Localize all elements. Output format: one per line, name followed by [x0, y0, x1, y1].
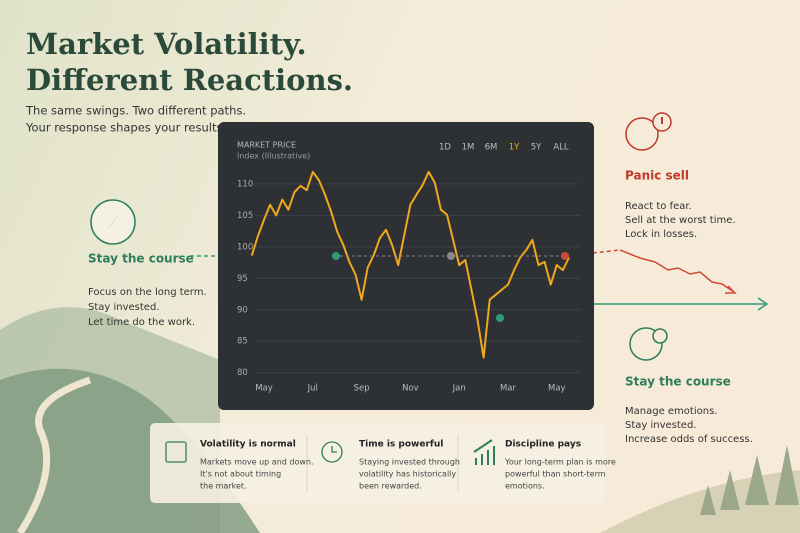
x-tick-label: Sep — [354, 384, 370, 394]
head-icon — [629, 327, 663, 361]
marker-dot — [332, 252, 340, 260]
arrow-head — [757, 297, 769, 311]
arrow-head — [725, 285, 737, 294]
card-text: emotions. — [505, 482, 545, 491]
title: Market Volatility. — [26, 27, 307, 61]
card-text: the market. — [200, 482, 247, 491]
range-button[interactable]: ALL — [553, 143, 569, 153]
card-text: Markets move up and down. — [200, 458, 314, 467]
chart-card — [218, 122, 594, 410]
plot: 1D 1M 6M 1Y 5Y ALL 80 85 90 95 100 105 110 May Jul Sep N… — [237, 143, 580, 394]
y-tick-label: 110 — [237, 179, 253, 189]
callout-text: Stay invested. — [625, 420, 697, 431]
card-text: It's not about timing — [200, 470, 281, 479]
y-tick-label: 95 — [237, 274, 248, 284]
head-icon — [625, 117, 659, 151]
x-tick-label: May — [548, 384, 566, 394]
chart-subtitle: Index (Illustrative) — [237, 152, 310, 161]
compass-needle — [106, 213, 120, 231]
clock-icon — [321, 441, 343, 463]
clock-hands — [331, 446, 337, 453]
chart-title: MARKET PRICE — [237, 141, 296, 150]
x-tick-label: Nov — [402, 384, 419, 394]
card-text: Staying invested through — [359, 458, 460, 467]
card-text: powerful than short-term — [505, 470, 606, 479]
y-tick-label: 90 — [237, 305, 248, 315]
card-text: volatility has historically — [359, 470, 456, 479]
price-line — [250, 170, 570, 359]
y-tick-label: 100 — [237, 242, 253, 252]
calendar-icon — [165, 441, 187, 463]
callout-text: Lock in losses. — [625, 229, 697, 240]
x-tick-label: May — [255, 384, 273, 394]
callout-text: Manage emotions. — [625, 406, 717, 417]
callout-title: Stay the course — [88, 252, 194, 266]
range-button[interactable]: 1M — [462, 143, 475, 153]
x-tick-label: Jul — [307, 384, 318, 394]
decline-path — [619, 249, 735, 293]
card-text: been rewarded. — [359, 482, 422, 491]
road — [17, 376, 92, 533]
callout-title: Stay the course — [625, 375, 731, 389]
tips-panel — [150, 423, 605, 503]
callout-title: Panic sell — [625, 169, 689, 183]
callout-text: Stay invested. — [88, 302, 160, 313]
marker-dot — [447, 252, 455, 260]
y-tick-label: 80 — [237, 368, 248, 378]
subtitle: The same swings. Two different paths. — [25, 104, 246, 118]
card-title: Discipline pays — [505, 440, 581, 450]
marker-dot — [561, 252, 569, 260]
callout-text: Focus on the long term. — [88, 287, 207, 298]
callout-text: React to fear. — [625, 201, 692, 212]
x-tick-label: Mar — [500, 384, 517, 394]
x-tick-label: Jan — [452, 384, 466, 394]
range-button[interactable]: 6M — [485, 143, 498, 153]
range-button[interactable]: 1D — [439, 143, 451, 153]
y-tick-label: 105 — [237, 211, 253, 221]
callout-text: Sell at the worst time. — [625, 215, 736, 226]
growth-icon — [473, 439, 495, 465]
trees — [700, 445, 799, 515]
subtitle: Your response shapes your results. — [25, 121, 226, 135]
title: Different Reactions. — [26, 63, 353, 97]
range-button[interactable]: 5Y — [531, 143, 542, 153]
card-title: Volatility is normal — [200, 440, 296, 450]
card-title: Time is powerful — [359, 440, 443, 450]
marker-dot — [496, 314, 504, 322]
range-button[interactable]: 1Y — [509, 143, 520, 153]
callout-text: Increase odds of success. — [625, 434, 753, 445]
callout-text: Let time do the work. — [88, 317, 195, 328]
check-icon — [652, 328, 668, 344]
card-text: Your long-term plan is more — [504, 458, 616, 467]
y-tick-label: 85 — [237, 337, 248, 347]
